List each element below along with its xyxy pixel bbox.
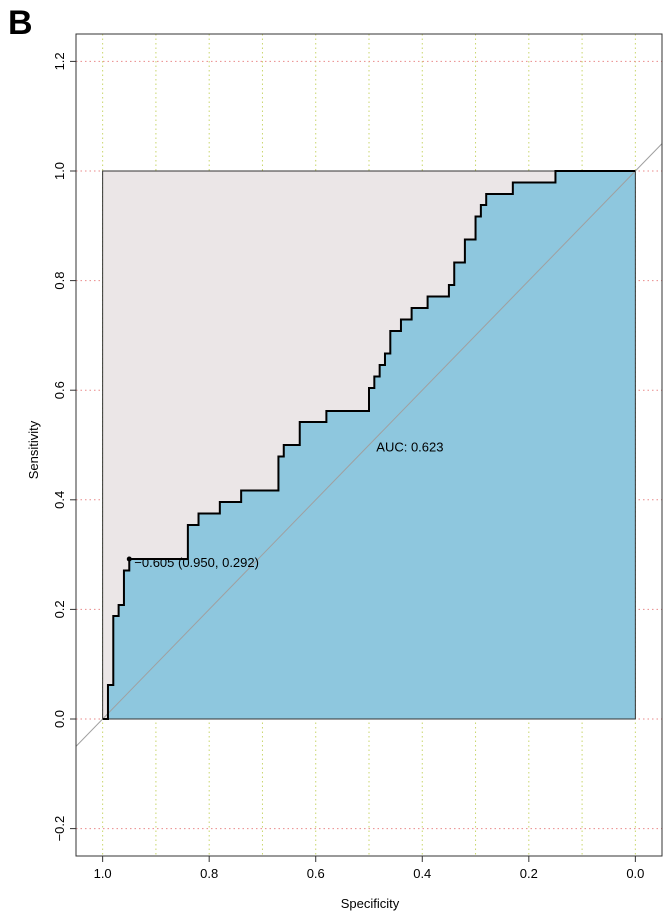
x-axis-label: Specificity xyxy=(341,896,400,911)
y-tick-label: 1.2 xyxy=(52,52,67,70)
panel-label: B xyxy=(8,4,33,42)
y-tick-label: 0.0 xyxy=(52,710,67,728)
diagonal-reference xyxy=(75,143,663,747)
threshold-label: −0.605 (0.950, 0.292) xyxy=(134,555,259,570)
y-axis: −0.2 0.0 0.2 0.4 0.6 0.8 1.0 1.2 xyxy=(52,52,77,842)
y-tick-label: 0.8 xyxy=(52,272,67,290)
roc-curve xyxy=(102,170,636,720)
x-tick-label: 0.0 xyxy=(626,866,644,881)
x-tick-label: 0.4 xyxy=(413,866,431,881)
y-tick-label: 0.4 xyxy=(52,491,67,509)
x-axis: 1.0 0.8 0.6 0.4 0.2 0.0 xyxy=(94,855,644,881)
y-tick-label: 0.6 xyxy=(52,381,67,399)
x-tick-label: 1.0 xyxy=(94,866,112,881)
y-tick-label: −0.2 xyxy=(52,816,67,842)
y-axis-label: Sensitivity xyxy=(26,420,41,479)
x-tick-label: 0.6 xyxy=(307,866,325,881)
y-tick-label: 0.2 xyxy=(52,600,67,618)
x-tick-label: 0.8 xyxy=(200,866,218,881)
y-tick-label: 1.0 xyxy=(52,162,67,180)
unit-square-border xyxy=(102,170,636,720)
roc-curve-group xyxy=(102,170,636,720)
diagonal-line xyxy=(75,143,663,747)
auc-label: AUC: 0.623 xyxy=(376,440,443,455)
threshold-point xyxy=(126,556,132,562)
annotations: AUC: 0.623 −0.605 (0.950, 0.292) xyxy=(126,440,443,570)
x-tick-label: 0.2 xyxy=(520,866,538,881)
